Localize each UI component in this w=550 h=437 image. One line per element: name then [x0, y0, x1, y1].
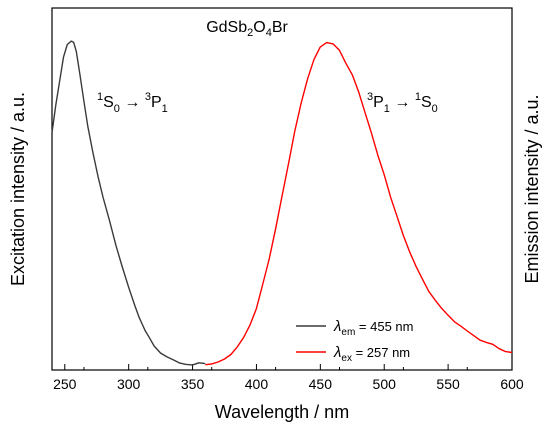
compound-label: GdSb2​O4​Br	[206, 19, 288, 39]
x-tick-label-400: 400	[245, 376, 269, 392]
x-tick-label-350: 350	[181, 376, 205, 392]
series-line-excitation	[51, 40, 206, 366]
legend-label-emission: λex = 257 nm	[333, 344, 410, 364]
x-axis-title: Wavelength / nm	[215, 402, 349, 422]
series-lines	[51, 40, 513, 366]
x-tick-label-300: 300	[117, 376, 141, 392]
legend: λem = 455 nm λex = 257 nm	[296, 318, 413, 364]
legend-label-excitation: λem = 455 nm	[333, 318, 413, 338]
x-tick-label-250: 250	[53, 376, 77, 392]
x-tick-label-600: 600	[500, 376, 524, 392]
series-line-emission	[205, 41, 513, 366]
annotation-emission-transition: 3P1​ → 1S0​	[367, 91, 438, 115]
x-tick-label-550: 550	[436, 376, 460, 392]
x-ticks	[64, 364, 513, 370]
y-axis-title-right: Emission intensity / a.u.	[522, 94, 542, 283]
y-axis-title-left: Excitation intensity / a.u.	[8, 92, 28, 286]
plot-frame	[51, 7, 513, 371]
annotation-excitation-transition: 1S0​ → 3P1​	[97, 91, 168, 115]
x-tick-labels: 250 300 350 400 450 500 550 600	[53, 376, 524, 392]
x-tick-label-500: 500	[373, 376, 397, 392]
x-tick-label-450: 450	[309, 376, 333, 392]
